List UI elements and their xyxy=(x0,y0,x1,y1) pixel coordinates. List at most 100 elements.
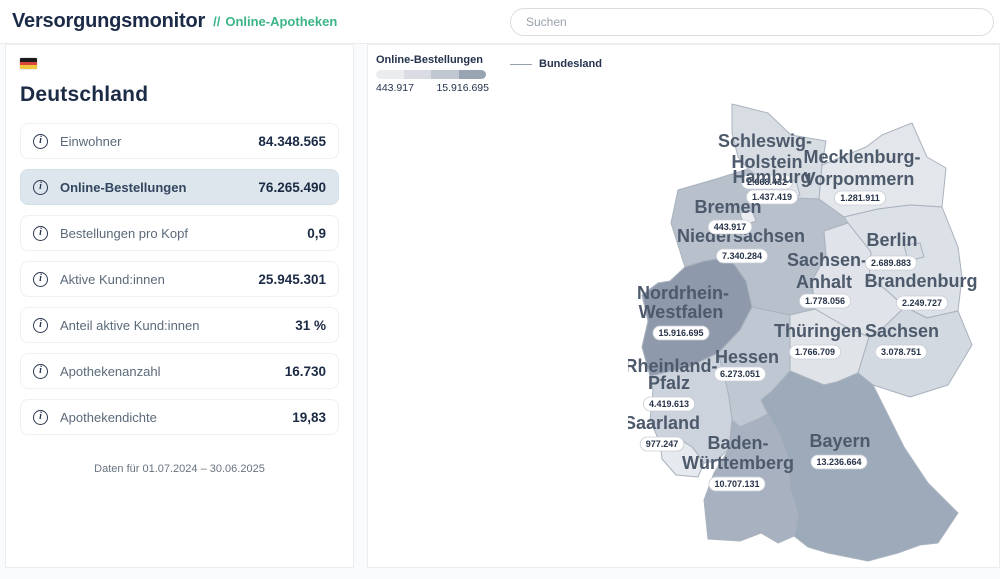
stat-label: Apothekenanzahl xyxy=(60,363,161,379)
state-value-bayern: 13.236.664 xyxy=(816,457,861,467)
info-icon[interactable]: i xyxy=(33,363,48,379)
state-value-badge-berlin[interactable] xyxy=(864,255,917,271)
stat-value: 0,9 xyxy=(307,225,326,241)
state-label-baden-wuerttemberg: Württemberg xyxy=(682,453,794,473)
stat-label: Anteil aktive Kund:innen xyxy=(60,317,200,333)
state-label-sachsen-anhalt: Sachsen- xyxy=(787,250,867,270)
state-value-berlin: 2.689.883 xyxy=(871,258,911,268)
legend-min: 443.917 xyxy=(376,82,414,94)
state-value-badge-brandenburg[interactable] xyxy=(895,295,948,311)
legend-gradient-step xyxy=(431,70,459,79)
country-title: Deutschland xyxy=(20,83,149,106)
stat-value: 19,83 xyxy=(292,409,326,425)
legend-max: 15.916.695 xyxy=(436,82,489,94)
state-label-saarland: Saarland xyxy=(628,413,700,433)
state-value-hessen: 6.273.051 xyxy=(720,369,760,379)
info-icon[interactable]: i xyxy=(33,271,48,287)
stat-label: Apothekendichte xyxy=(60,409,157,425)
legend-range: 443.917 15.916.695 xyxy=(376,82,489,94)
state-value-nordrhein-westfalen: 15.916.695 xyxy=(658,328,703,338)
state-value-badge-niedersachsen[interactable] xyxy=(716,248,769,264)
state-label-hamburg: Hamburg xyxy=(732,167,811,187)
state-value-badge-nordrhein-westfalen[interactable] xyxy=(652,325,710,341)
info-icon[interactable]: i xyxy=(33,409,48,425)
main-content: Deutschland i Einwohner 84.348.565 i Online-… xyxy=(0,44,1000,579)
state-value-niedersachsen: 7.340.284 xyxy=(722,251,762,261)
search-input[interactable] xyxy=(510,8,994,36)
state-value-badge-bremen[interactable] xyxy=(707,219,753,235)
state-value-bremen: 443.917 xyxy=(714,222,747,232)
breadcrumb-current: Online-Apotheken xyxy=(225,14,338,29)
legend-gradient-step xyxy=(376,70,404,79)
stat-label: Online-Bestellungen xyxy=(60,179,187,195)
data-period-note: Daten für 01.07.2024 – 30.06.2025 xyxy=(94,463,265,475)
state-label-mecklenburg-vorpommern: Mecklenburg- xyxy=(803,147,920,167)
stat-label: Aktive Kund:innen xyxy=(60,271,165,287)
state-label-hessen: Hessen xyxy=(715,347,779,367)
state-label-thueringen: Thüringen xyxy=(774,321,862,341)
info-icon[interactable]: i xyxy=(33,179,48,195)
app-title: Versorgungsmonitor xyxy=(12,10,206,32)
legend-gradient-bar xyxy=(376,70,486,79)
germany-map: Niedersachsen7.340.284Schleswig-Holstein… xyxy=(628,103,978,562)
stat-label: Bestellungen pro Kopf xyxy=(60,225,188,241)
breadcrumb: // Online-Apotheken xyxy=(213,14,337,29)
stat-value: 76.265.490 xyxy=(258,179,326,195)
stat-row-aktive-kund-innen[interactable]: i Aktive Kund:innen 25.945.301 xyxy=(20,261,339,297)
state-label-baden-wuerttemberg: Baden- xyxy=(707,433,768,453)
flag-stripe-black xyxy=(20,58,37,62)
info-icon[interactable]: i xyxy=(33,225,48,241)
info-icon[interactable]: i xyxy=(33,317,48,333)
state-value-badge-mecklenburg-vorpommern[interactable] xyxy=(833,190,886,206)
state-value-badge-hessen[interactable] xyxy=(714,366,767,382)
state-label-sachsen: Sachsen xyxy=(865,321,939,341)
state-label-nordrhein-westfalen: Westfalen xyxy=(639,302,724,322)
stat-label: Einwohner xyxy=(60,133,122,149)
stats-list: i Einwohner 84.348.565 i Online-Bestellungen… xyxy=(20,123,339,435)
legend-title: Online-Bestellungen xyxy=(376,54,483,66)
state-value-saarland: 977.247 xyxy=(646,439,679,449)
boundary-line-icon xyxy=(510,63,532,65)
state-value-badge-thueringen[interactable] xyxy=(788,344,841,360)
country-panel: Deutschland i Einwohner 84.348.565 i Online-… xyxy=(5,44,354,568)
state-label-rheinland-pfalz: Pfalz xyxy=(648,373,690,393)
state-label-mecklenburg-vorpommern: Vorpommern xyxy=(804,169,915,189)
legend-gradient-step xyxy=(403,70,431,79)
state-label-bayern: Bayern xyxy=(809,431,870,451)
state-value-hamburg: 1.437.419 xyxy=(752,192,792,202)
app-header: Versorgungsmonitor // Online-Apotheken xyxy=(0,0,1000,44)
state-value-rheinland-pfalz: 4.419.613 xyxy=(649,399,689,409)
flag-stripe-gold xyxy=(20,65,37,69)
state-value-badge-saarland[interactable] xyxy=(639,436,685,452)
stat-row-einwohner[interactable]: i Einwohner 84.348.565 xyxy=(20,123,339,159)
stat-row-apothekendichte[interactable]: i Apothekendichte 19,83 xyxy=(20,399,339,435)
state-value-badge-baden-wuerttemberg[interactable] xyxy=(708,476,766,492)
state-value-badge-sachsen-anhalt[interactable] xyxy=(798,293,851,309)
state-value-badge-sachsen[interactable] xyxy=(874,344,927,360)
stat-row-bestellungen-pro-kopf[interactable]: i Bestellungen pro Kopf 0,9 xyxy=(20,215,339,251)
stat-row-apothekenanzahl[interactable]: i Apothekenanzahl 16.730 xyxy=(20,353,339,389)
state-value-thueringen: 1.766.709 xyxy=(795,347,835,357)
stat-row-anteil-aktive-kund-innen[interactable]: i Anteil aktive Kund:innen 31 % xyxy=(20,307,339,343)
state-value-mecklenburg-vorpommern: 1.281.911 xyxy=(840,193,880,203)
info-icon[interactable]: i xyxy=(33,133,48,149)
state-value-badge-hamburg[interactable] xyxy=(746,189,799,205)
state-value-badge-schleswig-holstein[interactable] xyxy=(741,174,794,190)
map-panel: Online-Bestellungen 443.917 15.916.695 B… xyxy=(367,44,1000,568)
boundary-legend: Bundesland xyxy=(510,58,602,70)
state-label-bremen: Bremen xyxy=(694,197,761,217)
state-value-schleswig-holstein: 2.668.432 xyxy=(747,177,787,187)
stat-value: 84.348.565 xyxy=(258,133,326,149)
state-label-schleswig-holstein: Holstein xyxy=(731,152,802,172)
germany-flag-icon xyxy=(20,58,37,69)
state-label-brandenburg: Brandenburg xyxy=(864,271,977,291)
stat-value: 16.730 xyxy=(284,363,326,379)
state-value-badge-rheinland-pfalz[interactable] xyxy=(642,396,696,412)
boundary-legend-label: Bundesland xyxy=(539,58,602,70)
breadcrumb-separator: // xyxy=(213,14,221,29)
legend-gradient-step xyxy=(458,70,486,79)
stat-row-online-bestellungen[interactable]: i Online-Bestellungen 76.265.490 xyxy=(20,169,339,205)
state-value-badge-bayern[interactable] xyxy=(810,454,868,470)
state-label-rheinland-pfalz: Rheinland- xyxy=(628,356,718,376)
state-value-baden-wuerttemberg: 10.707.131 xyxy=(714,479,759,489)
